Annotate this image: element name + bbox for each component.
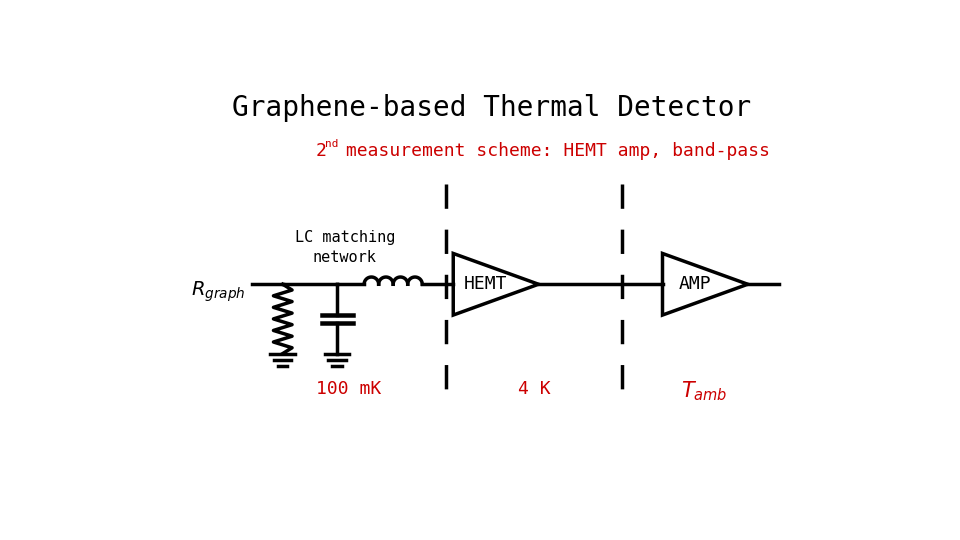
Text: 4 K: 4 K [517, 381, 550, 399]
Text: HEMT: HEMT [464, 275, 508, 293]
Text: $R_{graph}$: $R_{graph}$ [191, 280, 246, 304]
Text: $T_{amb}$: $T_{amb}$ [681, 379, 728, 402]
Text: 100 mK: 100 mK [316, 381, 381, 399]
Text: LC matching
network: LC matching network [295, 231, 395, 265]
Text: AMP: AMP [679, 275, 711, 293]
Text: Graphene-based Thermal Detector: Graphene-based Thermal Detector [232, 94, 752, 122]
Text: measurement scheme: HEMT amp, band-pass: measurement scheme: HEMT amp, band-pass [335, 142, 771, 160]
Text: 2: 2 [316, 142, 327, 160]
Text: nd: nd [325, 139, 339, 148]
